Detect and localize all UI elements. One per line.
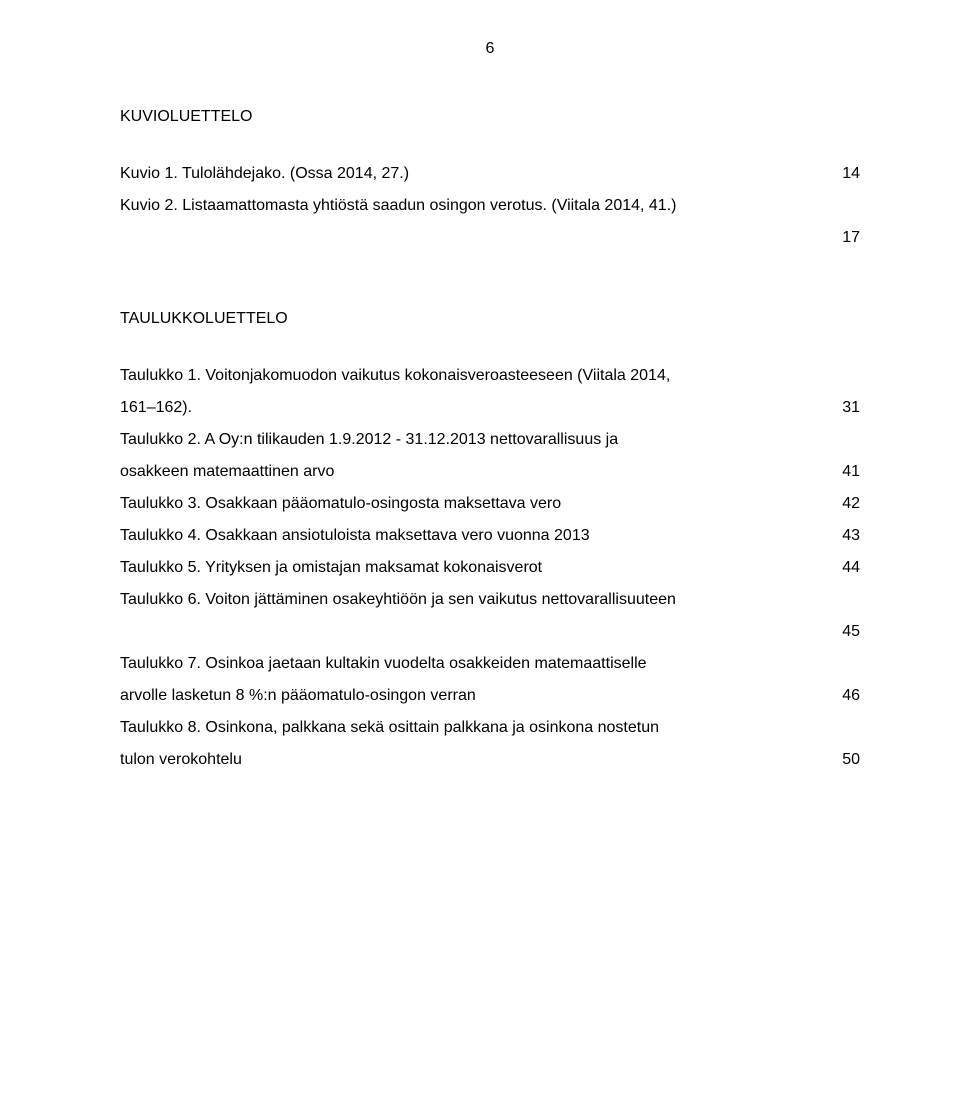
toc-leader xyxy=(336,460,840,476)
toc-line: Taulukko 6. Voiton jättäminen osakeyhtiö… xyxy=(120,584,860,616)
toc-leader xyxy=(122,226,840,242)
toc-page: 43 xyxy=(842,520,860,552)
toc-page: 41 xyxy=(842,456,860,488)
section-title-taulukkoluettelo: TAULUKKOLUETTELO xyxy=(120,310,860,328)
page-number: 6 xyxy=(120,40,860,58)
toc-entry: Taulukko 2. A Oy:n tilikauden 1.9.2012 -… xyxy=(120,424,860,488)
toc-page: 50 xyxy=(842,744,860,776)
toc-entry: Taulukko 8. Osinkona, palkkana sekä osit… xyxy=(120,712,860,776)
toc-label: osakkeen matemaattinen arvo xyxy=(120,456,334,488)
toc-page: 45 xyxy=(842,616,860,648)
toc-label: Kuvio 1. Tulolähdejako. (Ossa 2014, 27.) xyxy=(120,158,409,190)
toc-page: 17 xyxy=(842,222,860,254)
toc-page: 44 xyxy=(842,552,860,584)
toc-line: Taulukko 1. Voitonjakomuodon vaikutus ko… xyxy=(120,360,860,392)
document-page: 6 KUVIOLUETTELO Kuvio 1. Tulolähdejako. … xyxy=(0,0,960,1111)
toc-leader xyxy=(244,748,840,764)
toc-label: arvolle lasketun 8 %:n pääomatulo-osingo… xyxy=(120,680,476,712)
toc-leader xyxy=(411,162,840,178)
toc-entry: Kuvio 2. Listaamattomasta yhtiöstä saadu… xyxy=(120,190,860,254)
toc-entry: Taulukko 6. Voiton jättäminen osakeyhtiö… xyxy=(120,584,860,648)
toc-label: tulon verokohtelu xyxy=(120,744,242,776)
taulukkoluettelo-section: TAULUKKOLUETTELO Taulukko 1. Voitonjakom… xyxy=(120,310,860,776)
toc-entry: Kuvio 1. Tulolähdejako. (Ossa 2014, 27.)… xyxy=(120,158,860,190)
toc-leader xyxy=(563,492,840,508)
section-title-kuvioluettelo: KUVIOLUETTELO xyxy=(120,108,860,126)
toc-leader xyxy=(592,524,841,540)
toc-line: Taulukko 7. Osinkoa jaetaan kultakin vuo… xyxy=(120,648,860,680)
toc-line: Kuvio 2. Listaamattomasta yhtiöstä saadu… xyxy=(120,190,860,222)
toc-page: 46 xyxy=(842,680,860,712)
toc-label: Taulukko 5. Yrityksen ja omistajan maksa… xyxy=(120,552,542,584)
toc-line: Taulukko 2. A Oy:n tilikauden 1.9.2012 -… xyxy=(120,424,860,456)
toc-label: Taulukko 4. Osakkaan ansiotuloista makse… xyxy=(120,520,590,552)
toc-label: Taulukko 3. Osakkaan pääomatulo-osingost… xyxy=(120,488,561,520)
toc-entry: Taulukko 4. Osakkaan ansiotuloista makse… xyxy=(120,520,860,552)
toc-leader xyxy=(122,620,840,636)
toc-entry: Taulukko 3. Osakkaan pääomatulo-osingost… xyxy=(120,488,860,520)
toc-leader xyxy=(544,556,840,572)
kuvioluettelo-section: KUVIOLUETTELO Kuvio 1. Tulolähdejako. (O… xyxy=(120,108,860,254)
toc-entry: Taulukko 5. Yrityksen ja omistajan maksa… xyxy=(120,552,860,584)
toc-entry: Taulukko 1. Voitonjakomuodon vaikutus ko… xyxy=(120,360,860,424)
toc-line: Taulukko 8. Osinkona, palkkana sekä osit… xyxy=(120,712,860,744)
toc-page: 42 xyxy=(842,488,860,520)
toc-page: 14 xyxy=(842,158,860,190)
toc-page: 31 xyxy=(842,392,860,424)
toc-entry: Taulukko 7. Osinkoa jaetaan kultakin vuo… xyxy=(120,648,860,712)
toc-leader xyxy=(478,684,840,700)
toc-leader xyxy=(194,396,840,412)
toc-label: 161–162). xyxy=(120,392,192,424)
